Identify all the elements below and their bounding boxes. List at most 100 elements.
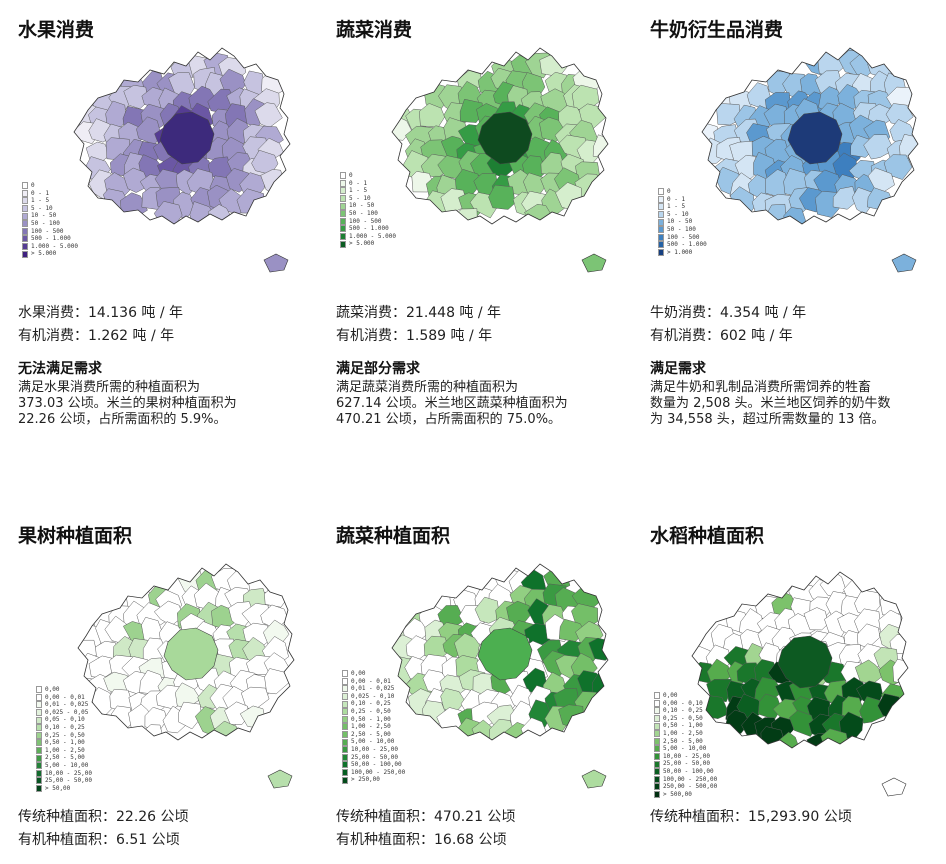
legend-label: 10,00 - 25,00 xyxy=(351,745,398,753)
legend-swatch xyxy=(654,753,660,761)
map-svg xyxy=(73,47,291,273)
legend-swatch xyxy=(22,250,28,258)
map-outline xyxy=(73,47,291,225)
assessment-title: 满足部分需求 xyxy=(336,361,420,377)
legend-entry: 1 - 5 xyxy=(658,203,707,211)
panel-title: 蔬菜消费 xyxy=(336,19,413,41)
map-outline xyxy=(691,571,909,749)
legend-label: 100,00 - 250,00 xyxy=(663,775,718,783)
legend-label: 0,25 - 0,50 xyxy=(45,731,85,739)
legend-entry: 500 - 1.000 xyxy=(22,235,78,243)
legend-entry: > 50,00 xyxy=(36,785,92,793)
legend-entry: 0,10 - 0,25 xyxy=(342,700,405,708)
choropleth-map xyxy=(58,40,308,280)
legend-swatch xyxy=(654,737,660,745)
legend-label: 1 - 5 xyxy=(349,187,368,195)
legend-entry: > 1.000 xyxy=(658,249,707,257)
legend-label: 10 - 50 xyxy=(349,202,375,210)
legend-swatch xyxy=(36,709,42,717)
legend-entry: 0,00 - 0,10 xyxy=(654,700,717,708)
legend-swatch xyxy=(654,791,660,799)
legend-label: 0 xyxy=(31,182,35,189)
stats-block: 传统种植面积：22.26 公顷 有机种植面积：6.51 公顷 xyxy=(18,806,298,852)
legend-swatch xyxy=(654,692,660,700)
stat-line: 有机消费：602 吨 / 年 xyxy=(650,328,793,344)
legend-label: 100 - 500 xyxy=(667,233,700,241)
stats-block: 牛奶消费：4.354 吨 / 年有机消费：602 吨 / 年满足需求 满足牛奶和乳… xyxy=(650,302,930,428)
legend-swatch xyxy=(658,195,664,203)
assessment-text: 470.21 公顷，占所需面积的 75.0%。 xyxy=(336,412,562,427)
milan-municipality xyxy=(477,111,533,165)
legend-swatch xyxy=(340,179,346,187)
municipality xyxy=(488,184,516,210)
legend-swatch xyxy=(654,730,660,738)
legend-label: 0 xyxy=(667,188,671,195)
assessment-title: 无法满足需求 xyxy=(18,361,102,377)
legend-swatch xyxy=(342,738,348,746)
legend-entry: 5,00 - 10,00 xyxy=(654,745,717,753)
panel-title: 蔬菜种植面积 xyxy=(336,525,451,547)
municipality xyxy=(207,204,236,224)
municipality xyxy=(474,596,500,624)
legend-entry: 0,01 - 0,025 xyxy=(342,685,405,693)
map-svg xyxy=(701,47,919,273)
legend-label: 2,50 - 5,00 xyxy=(351,730,391,738)
map-svg xyxy=(391,563,609,789)
legend-swatch xyxy=(22,205,28,213)
legend-entry: 0 xyxy=(340,172,396,180)
legend-swatch xyxy=(342,723,348,731)
legend-swatch xyxy=(658,233,664,241)
stats-block: 传统种植面积：15,293.90 公顷 xyxy=(650,806,930,829)
legend-entry: > 500,00 xyxy=(654,791,717,799)
legend-swatch xyxy=(22,189,28,197)
choropleth-map xyxy=(686,40,936,280)
legend-entry: 5,00 - 10,00 xyxy=(36,762,92,770)
exclave-shape xyxy=(891,253,917,273)
legend-label: 10 - 50 xyxy=(667,218,693,226)
municipality xyxy=(236,188,265,214)
legend-swatch xyxy=(342,715,348,723)
legend-entry: 50 - 100 xyxy=(22,220,78,228)
legend-label: 250,00 - 500,00 xyxy=(663,783,718,791)
panel-title: 牛奶衍生品消费 xyxy=(650,19,784,41)
legend-swatch xyxy=(342,753,348,761)
map-legend: 0,00 0,00 - 0,01 0,01 - 0,025 0,025 - 0,10 0… xyxy=(342,670,405,784)
legend-entry: > 5.000 xyxy=(340,240,396,248)
legend-swatch xyxy=(342,761,348,769)
legend-swatch xyxy=(342,708,348,716)
legend-swatch xyxy=(340,210,346,218)
legend-label: > 1.000 xyxy=(667,248,693,256)
legend-entry: 2,50 - 5,00 xyxy=(342,731,405,739)
legend-swatch xyxy=(36,777,42,785)
legend-entry: 100,00 - 250,00 xyxy=(654,776,717,784)
legend-label: 5 - 10 xyxy=(667,210,689,218)
legend-label: 5,00 - 10,00 xyxy=(45,761,89,769)
legend-label: 0,00 - 0,01 xyxy=(45,693,85,701)
legend-entry: 0,25 - 0,50 xyxy=(654,715,717,723)
legend-label: 0,01 - 0,025 xyxy=(45,701,89,709)
map-outline xyxy=(391,47,609,225)
legend-label: 0,05 - 0,10 xyxy=(45,716,85,724)
stat-line: 传统种植面积：470.21 公顷 xyxy=(336,809,516,825)
municipality xyxy=(224,701,249,725)
map-svg xyxy=(691,571,909,797)
stat-line: 水果消费：14.136 吨 / 年 xyxy=(18,305,184,321)
legend-label: 25,00 - 50,00 xyxy=(663,760,710,768)
legend-entry: 1 - 5 xyxy=(22,197,78,205)
legend-swatch xyxy=(342,677,348,685)
legend-swatch xyxy=(22,197,28,205)
municipality xyxy=(892,659,908,685)
assessment-text: 满足蔬菜消费所需的种植面积为 xyxy=(336,380,519,395)
legend-swatch xyxy=(340,187,346,195)
legend-label: 100 - 500 xyxy=(349,217,382,225)
legend-label: 0 xyxy=(349,172,353,179)
legend-swatch xyxy=(340,217,346,225)
legend-swatch xyxy=(342,685,348,693)
exclave-shape xyxy=(581,253,607,273)
legend-entry: 0,25 - 0,50 xyxy=(342,708,405,716)
legend-swatch xyxy=(658,226,664,234)
stat-line: 传统种植面积：22.26 公顷 xyxy=(18,809,189,825)
